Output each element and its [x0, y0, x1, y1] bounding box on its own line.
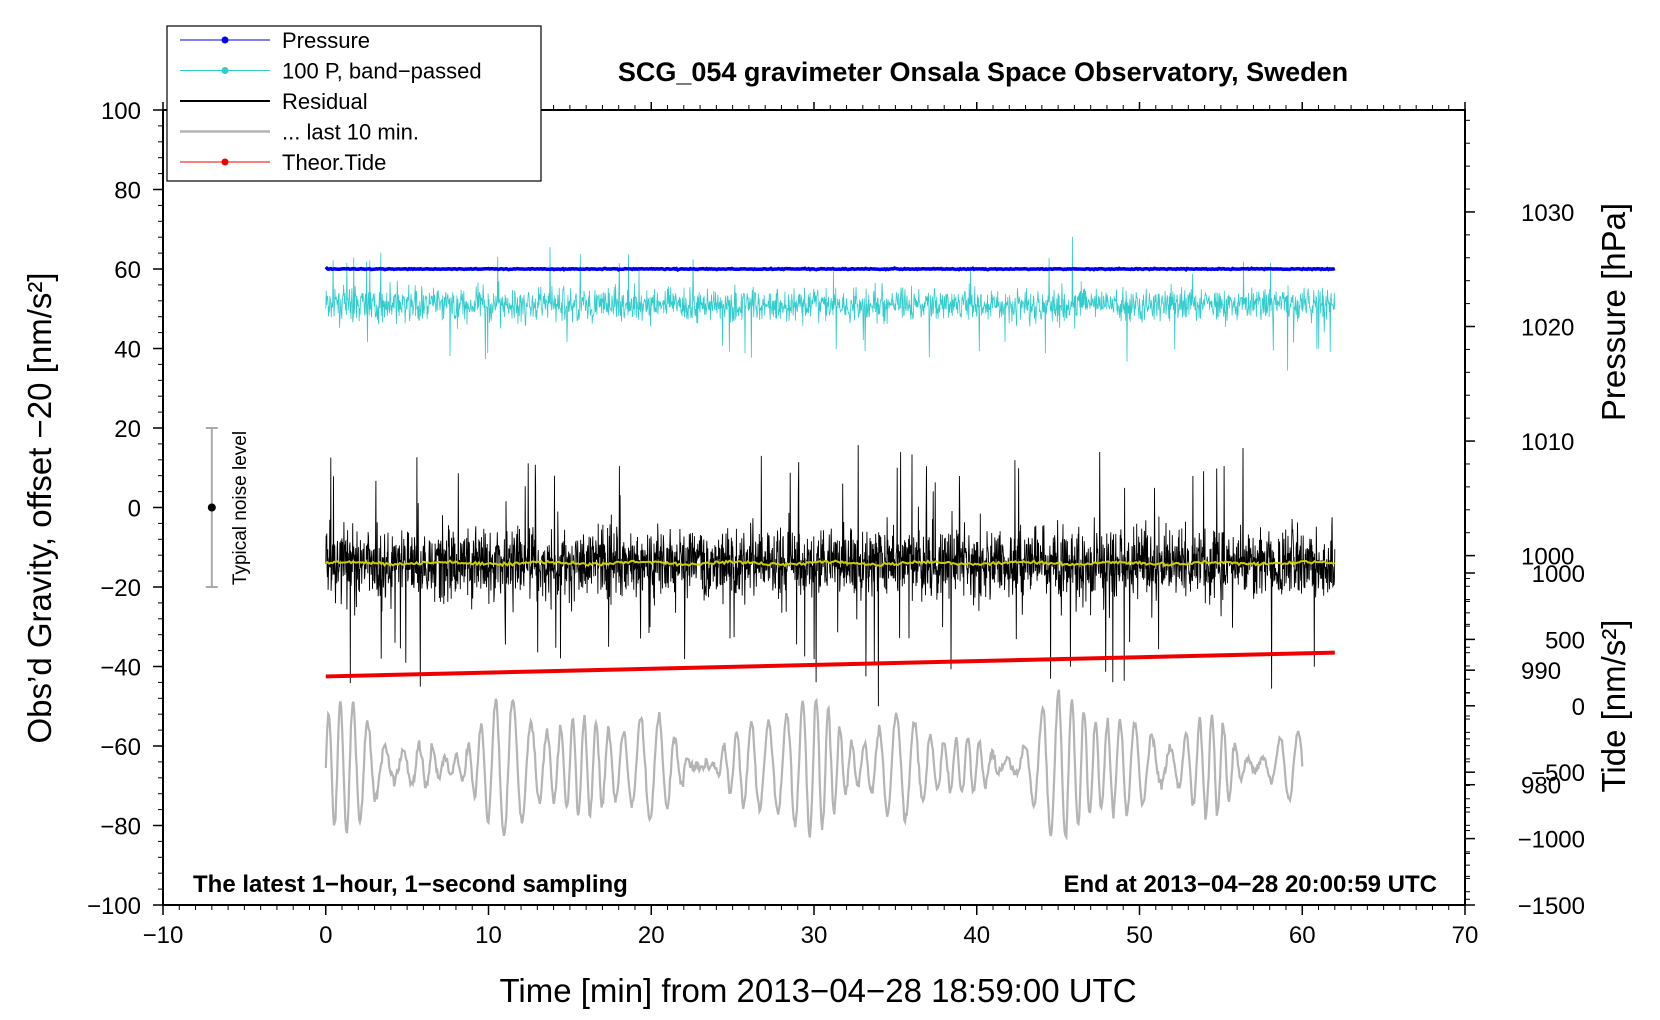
pressure-tick-label: 980 [1521, 773, 1561, 800]
series-layer [324, 236, 1336, 841]
legend-marker [221, 158, 229, 166]
y-tick-label: 80 [114, 178, 141, 205]
legend-marker [221, 67, 229, 74]
axes-layer: −10 0 10 20 30 40 50 60 70−100−80−60−40−20020406… [87, 98, 1585, 949]
x-tick-label: 60 [1289, 922, 1316, 949]
y-tick-label: −20 [100, 575, 141, 602]
y-axis-title: Obs’d Gravity, offset −20 [nm/s²] [21, 272, 58, 743]
legend: Pressure 100 P, band−passed Residual ... la… [166, 25, 542, 182]
y-tick-label: −80 [100, 814, 141, 841]
pressure-tick-label: 1000 [1521, 544, 1574, 571]
series-smoothed-residual-line [325, 559, 1336, 568]
end-time-note: End at 2013−04−28 20:00:59 UTC [1063, 871, 1437, 898]
sampling-note: The latest 1−hour, 1−second sampling [193, 871, 628, 898]
legend-label: 100 P, band−passed [282, 59, 482, 84]
y-tick-label: 100 [101, 98, 141, 125]
x-tick-label: 30 [801, 922, 828, 949]
x-tick-label: 40 [963, 922, 990, 949]
y-tick-label: −60 [100, 734, 141, 761]
legend-marker [221, 36, 229, 44]
tide-tick-label: −500 [1531, 760, 1585, 787]
legend-label: Residual [282, 89, 368, 114]
legend-label: Pressure [282, 28, 370, 53]
noise-bar-marker [207, 503, 216, 512]
series-bandpassed-line [325, 236, 1336, 371]
pressure-tick-label: 990 [1521, 658, 1561, 685]
y-tick-label: −40 [100, 655, 141, 682]
pressure-axis-title: Pressure [hPa] [1595, 203, 1632, 421]
x-tick-label: 70 [1452, 922, 1479, 949]
series-pressure-line [324, 266, 1336, 272]
legend-box [166, 25, 542, 182]
pressure-tick-label: 1030 [1521, 200, 1574, 227]
tide-tick-label: 0 [1572, 694, 1585, 721]
tide-tick-label: 1000 [1532, 561, 1585, 588]
x-tick-label: 0 [319, 922, 332, 949]
y-tick-label: 40 [114, 337, 141, 364]
series-last10min-line [324, 689, 1304, 841]
x-tick-label: 20 [638, 922, 665, 949]
tide-tick-label: −1000 [1518, 827, 1585, 854]
legend-label: ... last 10 min. [282, 120, 419, 145]
x-tick-label: −10 [143, 922, 184, 949]
series-tide-line [325, 650, 1335, 679]
legend-label: Theor.Tide [282, 150, 386, 175]
pressure-tick-label: 1010 [1521, 429, 1574, 456]
x-axis-title: Time [min] from 2013−04−28 18:59:00 UTC [499, 972, 1136, 1009]
y-tick-label: 0 [128, 496, 141, 523]
chart-title: SCG_054 gravimeter Onsala Space Observat… [618, 57, 1348, 87]
pressure-tick-label: 1020 [1521, 315, 1574, 342]
y-tick-label: 20 [114, 416, 141, 443]
y-tick-label: −100 [87, 893, 141, 920]
tide-tick-label: 500 [1545, 627, 1585, 654]
x-tick-label: 10 [475, 922, 502, 949]
x-tick-label: 50 [1126, 922, 1153, 949]
series-residual-line [325, 445, 1336, 707]
tide-tick-label: −1500 [1518, 893, 1585, 920]
y-tick-label: 60 [114, 257, 141, 284]
text-layer: SCG_054 gravimeter Onsala Space Observat… [21, 57, 1632, 1009]
tide-axis-title: Tide [nm/s²] [1595, 620, 1632, 793]
noise-level-label: Typical noise level [230, 431, 251, 585]
